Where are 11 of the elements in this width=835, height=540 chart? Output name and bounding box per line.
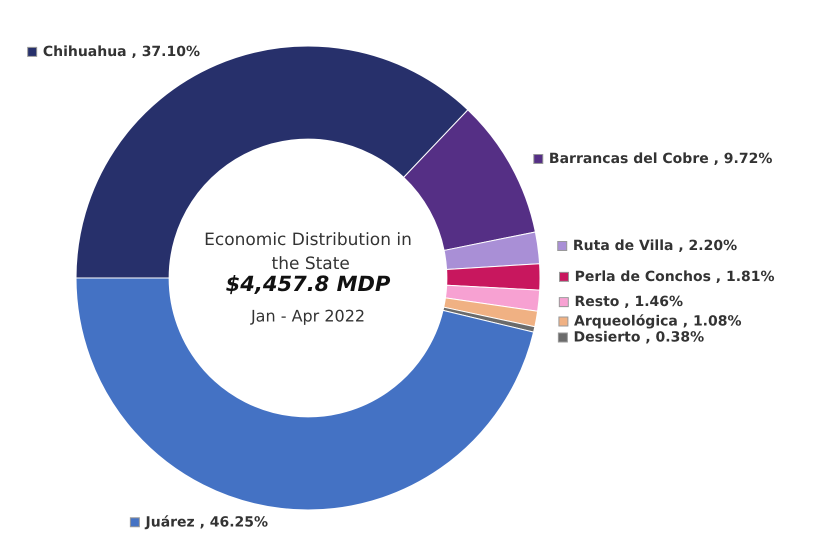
legend-label: Chihuahua , 37.10%: [42, 44, 200, 60]
legend-label: Juárez , 46.25%: [144, 514, 268, 530]
text: Economic Distribution in the State: [204, 230, 412, 274]
legend-label: Desierto , 0.38%: [574, 330, 704, 346]
legend-label: Resto , 1.46%: [574, 294, 684, 310]
legend-label: Perla de Conchos , 1.81%: [574, 268, 775, 285]
legend-label: Arqueológica , 1.08%: [574, 314, 742, 330]
text: Jan - Apr 2022: [250, 306, 366, 326]
legend-label: Barrancas del Cobre , 9.72%: [548, 150, 772, 167]
legend-label: Ruta de Villa , 2.20%: [572, 238, 738, 254]
text: $4,457.8 MDP: [226, 272, 391, 296]
